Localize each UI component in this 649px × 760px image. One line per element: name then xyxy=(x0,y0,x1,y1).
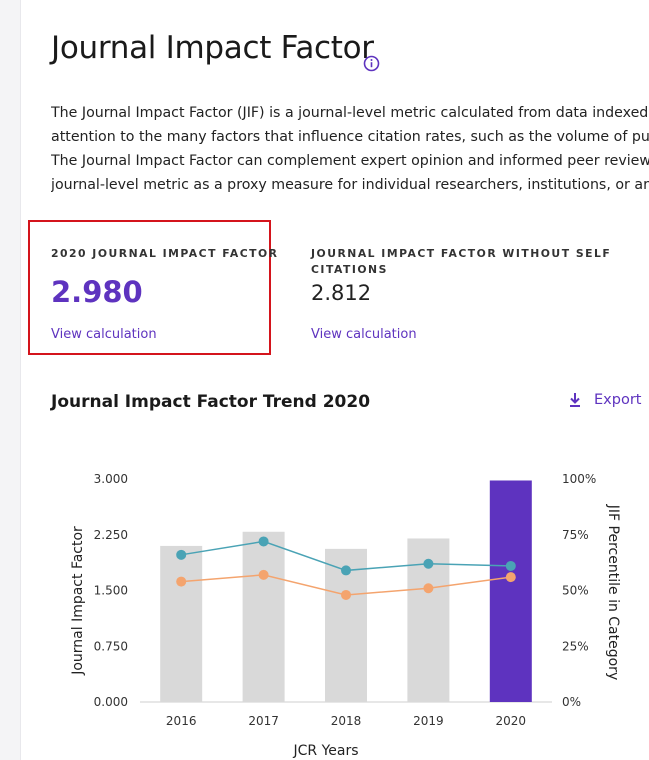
jif-no-self-label-line: JOURNAL IMPACT FACTOR WITHOUT SELF xyxy=(311,247,612,260)
x-tick-label: 2020 xyxy=(496,714,527,728)
bar xyxy=(489,480,532,702)
percentile-series-b-point xyxy=(258,569,269,580)
y-axis-label: Journal Impact Factor xyxy=(70,526,86,676)
jif-no-self-label: JOURNAL IMPACT FACTOR WITHOUT SELF CITAT… xyxy=(311,246,611,278)
x-axis-label: JCR Years xyxy=(292,743,358,759)
jif-no-self-view-calculation-link[interactable]: View calculation xyxy=(311,327,417,342)
percentile-series-a-point xyxy=(258,536,269,547)
intro-line: journal-level metric as a proxy measure … xyxy=(51,177,649,193)
percentile-series-a-point xyxy=(505,560,516,571)
jif-no-self-value: 2.812 xyxy=(311,281,372,305)
left-edge-rule xyxy=(0,0,21,760)
y-tick-label: 0.000 xyxy=(94,695,128,709)
bar xyxy=(160,545,203,702)
jif-highlight-box xyxy=(28,220,271,355)
y2-tick-label: 100% xyxy=(562,472,596,486)
percentile-series-a-point xyxy=(176,549,187,560)
x-tick-label: 2019 xyxy=(413,714,444,728)
export-button[interactable]: Export xyxy=(568,392,641,408)
trend-section-title: Journal Impact Factor Trend 2020 xyxy=(51,392,371,412)
intro-line: The Journal Impact Factor can complement… xyxy=(51,153,649,169)
jif-value: 2.980 xyxy=(51,275,143,309)
x-tick-label: 2017 xyxy=(248,714,279,728)
intro-line: attention to the many factors that influ… xyxy=(51,129,649,145)
y-tick-label: 2.250 xyxy=(94,528,128,542)
x-tick-label: 2016 xyxy=(166,714,197,728)
percentile-series-b-point xyxy=(423,583,434,594)
y2-tick-label: 75% xyxy=(562,528,589,542)
jif-trend-chart: 0.000 0.750 1.500 2.250 3.000 0% 25% 50% 75% 100%… xyxy=(70,472,621,759)
intro-paragraph: The Journal Impact Factor (JIF) is a jou… xyxy=(51,101,649,197)
jif-label: 2020 JOURNAL IMPACT FACTOR xyxy=(51,247,279,260)
percentile-series-a-point xyxy=(423,558,434,569)
percentile-series-b-point xyxy=(505,572,516,583)
bar xyxy=(242,531,285,702)
percentile-series-a-point xyxy=(341,565,351,576)
download-icon xyxy=(570,393,580,407)
y2-tick-label: 50% xyxy=(562,584,589,598)
jif-view-calculation-link[interactable]: View calculation xyxy=(51,327,157,342)
export-label: Export xyxy=(594,392,642,408)
x-tick-label: 2018 xyxy=(331,714,362,728)
jif-no-self-label-line: CITATIONS xyxy=(311,263,388,276)
intro-line: The Journal Impact Factor (JIF) is a jou… xyxy=(51,105,649,121)
y2-tick-label: 0% xyxy=(562,695,581,709)
page-title: Journal Impact Factor xyxy=(51,30,374,66)
percentile-series-b-point xyxy=(176,576,187,587)
percentile-series-b-point xyxy=(341,589,351,600)
y-tick-label: 3.000 xyxy=(94,472,128,486)
y2-tick-label: 25% xyxy=(562,639,589,653)
info-icon[interactable] xyxy=(363,55,380,72)
y-tick-label: 1.500 xyxy=(94,584,128,598)
y-tick-label: 0.750 xyxy=(94,639,128,653)
y2-axis-label: JIF Percentile in Category xyxy=(605,504,621,680)
